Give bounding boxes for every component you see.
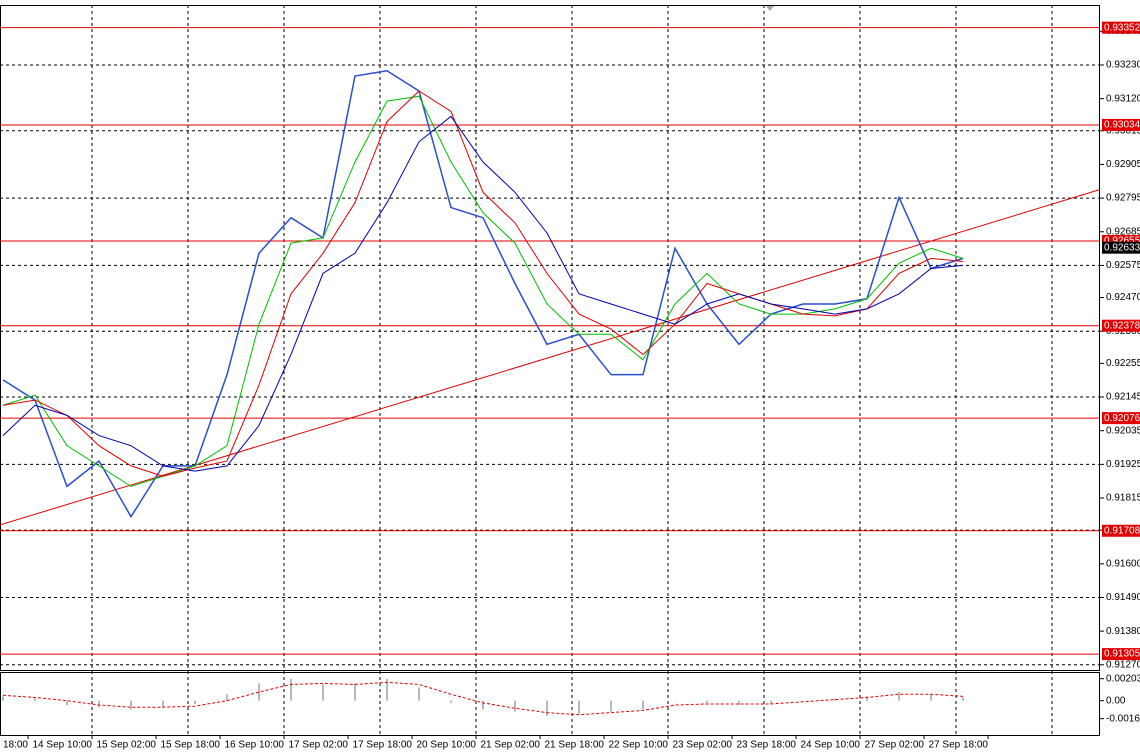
y-tick-label: 0.92905 — [1106, 159, 1140, 170]
level-label-box — [1102, 21, 1140, 34]
x-tick-label: 27 Sep 18:00 — [929, 740, 989, 751]
histogram-bar — [706, 700, 708, 703]
y-tick-label: 0.92145 — [1106, 392, 1140, 403]
x-tick-label: 23 Sep 18:00 — [737, 740, 797, 751]
histogram-bar — [898, 692, 900, 701]
x-tick-label: 21 Sep 02:00 — [481, 740, 541, 751]
oscillator-panel-frame — [0, 672, 1100, 736]
x-tick-label: 24 Sep 10:00 — [801, 740, 861, 751]
y-tick-label: 0.92795 — [1106, 193, 1140, 204]
moving-average — [2, 90, 964, 477]
histogram-bar — [194, 700, 196, 704]
histogram-bar — [34, 698, 36, 701]
histogram-bar — [802, 700, 804, 702]
x-tick-label: 22 Sep 10:00 — [609, 740, 669, 751]
level-label-box — [1102, 648, 1140, 661]
level-label: 0.91305 — [1104, 649, 1140, 660]
y-tick-label: 0.91490 — [1106, 592, 1140, 603]
histogram-bar — [66, 700, 68, 706]
vertical-grid — [91, 5, 1053, 735]
x-tick-label: 17 Sep 02:00 — [289, 740, 349, 751]
level-label: 0.93034 — [1104, 120, 1140, 131]
level-label: 0.91708 — [1104, 525, 1140, 536]
shift-marker — [766, 6, 774, 11]
histogram-bar — [866, 696, 868, 701]
y-tick-label: 0.002035 — [1106, 673, 1140, 684]
x-tick-label: 15 Sep 02:00 — [97, 740, 157, 751]
y-tick-label: 0.92255 — [1106, 358, 1140, 369]
signal-line — [2, 681, 964, 716]
level-label-box — [1102, 412, 1140, 425]
x-tick-label: 27 Sep 02:00 — [865, 740, 925, 751]
histogram-bar — [642, 700, 644, 710]
y-tick-label: 0.00 — [1106, 695, 1126, 706]
y-tick-label: 0.92470 — [1106, 292, 1140, 303]
histogram-bar — [130, 700, 132, 710]
histogram-bar — [98, 700, 100, 708]
histogram-bar — [610, 700, 612, 712]
level-label: 0.93352 — [1104, 22, 1140, 33]
level-label: 0.92076 — [1104, 413, 1140, 424]
level-label-box — [1102, 524, 1140, 537]
histogram-bar — [546, 700, 548, 716]
histogram-bar — [930, 694, 932, 701]
x-tick-label: 17 Sep 18:00 — [353, 740, 413, 751]
y-tick-label: 0.91815 — [1106, 493, 1140, 504]
y-tick-label: 0.91925 — [1106, 459, 1140, 470]
histogram-bar — [386, 679, 388, 701]
y-tick-label: 0.91270 — [1106, 659, 1140, 670]
histogram-bar — [354, 683, 356, 701]
histogram-bar — [514, 700, 516, 712]
y-tick-label: 0.92035 — [1106, 425, 1140, 436]
histogram-bar — [450, 700, 452, 703]
x-tick-label: 16 Sep 10:00 — [225, 740, 285, 751]
histogram-bar — [418, 687, 420, 701]
x-tick-label: 23 Sep 02:00 — [673, 740, 733, 751]
histogram-bar — [770, 700, 772, 704]
histogram-bar — [482, 700, 484, 710]
histogram-bar — [322, 684, 324, 701]
x-tick-label: 14 Sep 10:00 — [33, 740, 93, 751]
histogram-bar — [2, 696, 4, 701]
moving-average — [2, 115, 964, 472]
level-label-box — [1102, 118, 1140, 131]
histogram-bar — [162, 700, 164, 708]
histogram-bar — [226, 694, 228, 701]
last-price-label: 0.92633 — [1104, 242, 1140, 253]
histogram-bar — [738, 700, 740, 706]
x-tick-label: 15 Sep 18:00 — [161, 740, 221, 751]
y-tick-label: 0.91380 — [1106, 626, 1140, 637]
histogram-bar — [962, 697, 964, 701]
main-panel-frame — [0, 5, 1100, 671]
level-label-box — [1102, 319, 1140, 332]
histogram-bar — [290, 679, 292, 701]
last-price-box — [1102, 241, 1140, 254]
y-tick-label: 0.93120 — [1106, 93, 1140, 104]
y-tick-label: 0.92685 — [1106, 226, 1140, 237]
x-tick-label: 18:00 — [3, 740, 28, 751]
histogram-bar — [674, 700, 676, 702]
y-tick-label: 0.91600 — [1106, 558, 1140, 569]
y-tick-label: 0.93230 — [1106, 60, 1140, 71]
histogram-bar — [834, 698, 836, 701]
x-tick-label: 20 Sep 10:00 — [417, 740, 477, 751]
histogram-bar — [258, 683, 260, 701]
y-tick-label: -0.00166 — [1106, 713, 1140, 724]
level-label: 0.92655 — [1104, 236, 1140, 247]
histogram-bar — [578, 700, 580, 714]
level-label: 0.92378 — [1104, 320, 1140, 331]
x-tick-label: 21 Sep 18:00 — [545, 740, 605, 751]
y-tick-label: 0.92575 — [1106, 260, 1140, 271]
